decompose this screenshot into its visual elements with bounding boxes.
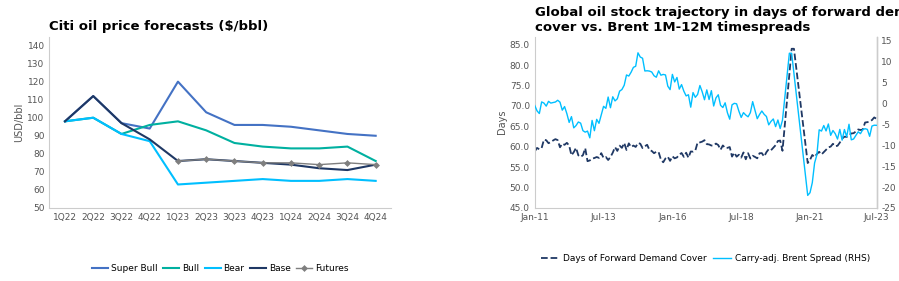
Super Bull: [229, 123, 240, 127]
Carry-adj. Brent Spread (RHS): [802, 194, 813, 197]
Futures: [229, 159, 240, 163]
Carry-adj. Brent Spread (RHS): [667, 73, 678, 76]
Line: Base: Base: [65, 96, 376, 170]
Bear: [229, 179, 240, 183]
Line: Bear: Bear: [65, 118, 376, 185]
Days of Forward Demand Cover: [722, 146, 733, 149]
Futures: [286, 161, 297, 164]
Days of Forward Demand Cover: [708, 144, 719, 147]
Super Bull: [286, 125, 297, 128]
Line: Futures: Futures: [176, 157, 378, 167]
Bull: [59, 120, 70, 123]
Legend: Days of Forward Demand Cover, Carry-adj. Brent Spread (RHS): Days of Forward Demand Cover, Carry-adj.…: [538, 250, 874, 266]
Bear: [88, 116, 99, 119]
Carry-adj. Brent Spread (RHS): [644, 69, 654, 73]
Bull: [370, 159, 381, 163]
Bull: [286, 147, 297, 150]
Days of Forward Demand Cover: [802, 161, 813, 165]
Base: [116, 121, 127, 125]
Bear: [257, 177, 268, 181]
Super Bull: [173, 80, 183, 83]
Carry-adj. Brent Spread (RHS): [725, 117, 735, 121]
Super Bull: [314, 129, 325, 132]
Line: Super Bull: Super Bull: [65, 82, 376, 136]
Super Bull: [200, 111, 211, 114]
Text: Global oil stock trajectory in days of forward demand
cover vs. Brent 1M-12M tim: Global oil stock trajectory in days of f…: [535, 6, 899, 34]
Bull: [257, 145, 268, 148]
Days of Forward Demand Cover: [642, 143, 653, 146]
Line: Days of Forward Demand Cover: Days of Forward Demand Cover: [535, 49, 877, 163]
Super Bull: [145, 127, 156, 130]
Days of Forward Demand Cover: [766, 149, 777, 152]
Legend: Super Bull, Bull, Bear, Base, Futures: Super Bull, Bull, Bear, Base, Futures: [88, 260, 352, 277]
Base: [88, 94, 99, 98]
Base: [59, 120, 70, 123]
Base: [229, 159, 240, 163]
Futures: [314, 163, 325, 166]
Base: [370, 163, 381, 166]
Base: [145, 138, 156, 141]
Text: Citi oil price forecasts ($/bbl): Citi oil price forecasts ($/bbl): [49, 20, 269, 33]
Bull: [173, 120, 183, 123]
Bear: [173, 183, 183, 186]
Bull: [116, 132, 127, 136]
Super Bull: [342, 132, 352, 136]
Y-axis label: Days: Days: [497, 110, 507, 135]
Futures: [173, 159, 183, 163]
Base: [342, 168, 352, 172]
Bear: [59, 120, 70, 123]
Bull: [145, 123, 156, 127]
Line: Bull: Bull: [65, 118, 376, 161]
Bull: [314, 147, 325, 150]
Bear: [314, 179, 325, 183]
Bear: [116, 132, 127, 136]
Super Bull: [370, 134, 381, 137]
Super Bull: [88, 94, 99, 98]
Days of Forward Demand Cover: [816, 153, 827, 156]
Days of Forward Demand Cover: [664, 159, 675, 162]
Base: [286, 163, 297, 166]
Bear: [342, 177, 352, 181]
Bear: [200, 181, 211, 184]
Carry-adj. Brent Spread (RHS): [871, 124, 882, 127]
Line: Carry-adj. Brent Spread (RHS): Carry-adj. Brent Spread (RHS): [535, 53, 877, 195]
Bull: [200, 129, 211, 132]
Carry-adj. Brent Spread (RHS): [633, 51, 644, 55]
Base: [314, 167, 325, 170]
Bull: [88, 116, 99, 119]
Super Bull: [116, 121, 127, 125]
Days of Forward Demand Cover: [530, 150, 540, 153]
Super Bull: [257, 123, 268, 127]
Bull: [342, 145, 352, 148]
Bear: [370, 179, 381, 183]
Carry-adj. Brent Spread (RHS): [710, 96, 721, 99]
Futures: [370, 163, 381, 166]
Bear: [145, 139, 156, 143]
Base: [257, 161, 268, 164]
Base: [173, 159, 183, 163]
Carry-adj. Brent Spread (RHS): [816, 129, 827, 133]
Futures: [342, 161, 352, 164]
Y-axis label: USD/bbl: USD/bbl: [14, 103, 24, 142]
Bear: [286, 179, 297, 183]
Days of Forward Demand Cover: [787, 47, 797, 51]
Carry-adj. Brent Spread (RHS): [768, 117, 779, 121]
Super Bull: [59, 120, 70, 123]
Futures: [200, 158, 211, 161]
Y-axis label: USD/bbl: USD/bbl: [897, 103, 899, 142]
Base: [200, 158, 211, 161]
Futures: [257, 161, 268, 164]
Days of Forward Demand Cover: [871, 117, 882, 121]
Bull: [229, 141, 240, 145]
Carry-adj. Brent Spread (RHS): [530, 104, 540, 107]
